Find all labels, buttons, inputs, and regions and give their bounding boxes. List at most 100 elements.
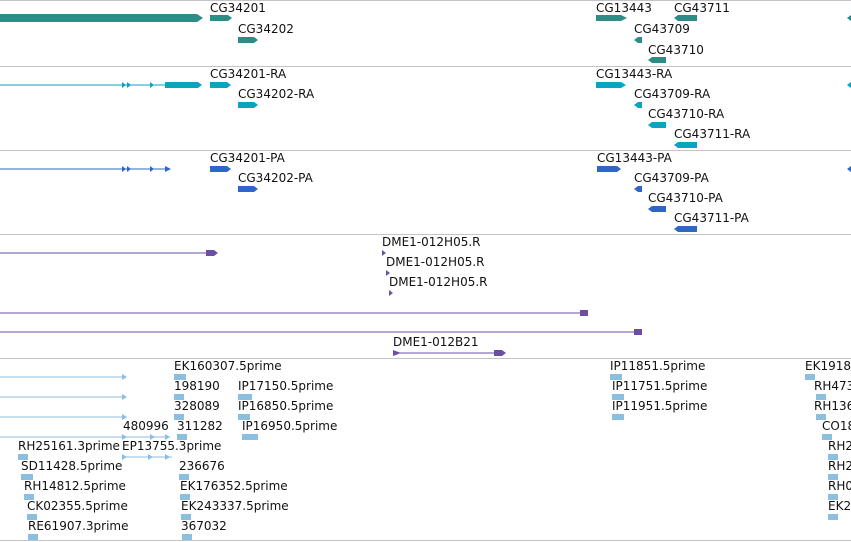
gene-label[interactable]: CG43711 — [674, 1, 730, 15]
est-label[interactable]: IP16950.5prime — [242, 419, 338, 433]
gene-glyph-cg34201-main[interactable] — [0, 14, 203, 22]
gene-label[interactable]: CG43709 — [634, 22, 690, 36]
cdna-label[interactable]: DME1-012H05.R — [386, 255, 485, 269]
transcript-label[interactable]: CG13443-RA — [596, 67, 673, 81]
est-glyph[interactable] — [24, 494, 34, 500]
cdna-label[interactable]: DME1-012H05.R — [382, 235, 481, 249]
est-label[interactable]: IP17150.5prime — [238, 379, 334, 393]
transcript-label[interactable]: CG43710-RA — [648, 107, 725, 121]
est-label[interactable]: EK160307.5prime — [174, 359, 282, 373]
est-label[interactable]: RH2 — [828, 459, 851, 473]
est-label[interactable]: EK243337.5prime — [181, 499, 289, 513]
est-label[interactable]: 328089 — [174, 399, 220, 413]
cdna-glyph[interactable] — [206, 250, 218, 256]
est-glyph[interactable] — [612, 394, 624, 400]
est-glyph[interactable] — [238, 394, 252, 400]
transcript-glyph-cg34202-ra[interactable] — [238, 102, 258, 108]
gene-glyph-cg43711[interactable] — [674, 15, 697, 21]
protein-glyph-cg43711-pa[interactable] — [674, 226, 697, 232]
est-glyph[interactable] — [610, 374, 622, 380]
est-glyph[interactable] — [180, 494, 190, 500]
est-label[interactable]: RH14812.5prime — [24, 479, 126, 493]
transcript-glyph-cg43711-ra[interactable] — [674, 142, 697, 148]
est-glyph[interactable] — [27, 514, 37, 520]
protein-label[interactable]: CG34201-PA — [210, 151, 285, 165]
protein-label[interactable]: CG34202-PA — [238, 171, 313, 185]
est-glyph[interactable] — [174, 394, 184, 400]
gene-label[interactable]: CG34201 — [210, 1, 266, 15]
transcript-label[interactable]: CG34201-RA — [210, 67, 287, 81]
gene-label[interactable]: CG13443 — [596, 1, 652, 15]
protein-exon[interactable] — [165, 166, 171, 172]
est-glyph[interactable] — [21, 474, 33, 480]
est-glyph[interactable] — [122, 414, 127, 420]
est-glyph[interactable] — [28, 534, 38, 540]
est-glyph[interactable] — [179, 474, 189, 480]
protein-glyph-edge[interactable] — [847, 166, 851, 172]
transcript-glyph-cg43710-ra[interactable] — [648, 122, 666, 128]
cdna-glyph[interactable] — [389, 290, 393, 296]
transcript-glyph-edge[interactable] — [847, 82, 851, 88]
est-glyph[interactable] — [174, 374, 186, 380]
gene-glyph-cg43709[interactable] — [634, 37, 642, 43]
est-label[interactable]: IP11751.5prime — [612, 379, 708, 393]
est-glyph[interactable] — [828, 474, 838, 480]
transcript-exon[interactable] — [122, 82, 131, 88]
protein-exon[interactable] — [122, 166, 131, 172]
est-label[interactable]: SD11428.5prime — [21, 459, 123, 473]
protein-label[interactable]: CG43710-PA — [648, 191, 723, 205]
est-label[interactable]: IP16850.5prime — [238, 399, 334, 413]
transcript-label[interactable]: CG34202-RA — [238, 87, 315, 101]
est-label[interactable]: RH136 — [814, 399, 851, 413]
protein-glyph-cg13443-pa[interactable] — [597, 166, 621, 172]
transcript-glyph-cg34201-ra[interactable] — [210, 82, 231, 88]
transcript-glyph-cg34201-main[interactable] — [165, 82, 202, 88]
est-label[interactable]: 480996 — [123, 419, 169, 433]
est-label[interactable]: RH473 — [814, 379, 851, 393]
transcript-glyph-cg13443-ra[interactable] — [596, 82, 626, 88]
cdna-glyph[interactable] — [634, 329, 642, 335]
gene-glyph-cg34202[interactable] — [238, 37, 258, 43]
transcript-label[interactable]: CG43709-RA — [634, 87, 711, 101]
est-glyph[interactable] — [122, 434, 170, 440]
est-label[interactable]: RE61907.3prime — [28, 519, 129, 533]
est-label[interactable]: EK2 — [828, 499, 851, 513]
est-label[interactable]: EP13755.3prime — [122, 439, 222, 453]
cdna-glyph-dme1-012b21[interactable] — [393, 350, 506, 356]
est-glyph[interactable] — [828, 454, 838, 460]
transcript-exon[interactable] — [150, 82, 154, 88]
est-label[interactable]: RH2 — [828, 439, 851, 453]
est-glyph[interactable] — [822, 434, 832, 440]
cdna-glyph[interactable] — [382, 250, 386, 256]
est-label[interactable]: CO18 — [822, 419, 851, 433]
gene-glyph-cg43710[interactable] — [648, 57, 666, 63]
cdna-label[interactable]: DME1-012B21 — [393, 335, 479, 349]
est-glyph[interactable] — [612, 414, 624, 420]
est-glyph[interactable] — [828, 514, 838, 520]
cdna-glyph[interactable] — [580, 310, 588, 316]
est-glyph[interactable] — [805, 374, 815, 380]
gene-glyph-cg13443[interactable] — [596, 15, 627, 21]
est-glyph[interactable] — [816, 414, 826, 420]
est-glyph[interactable] — [242, 434, 258, 440]
gene-label[interactable]: CG43710 — [648, 43, 704, 57]
est-glyph[interactable] — [122, 394, 127, 400]
est-glyph[interactable] — [122, 374, 127, 380]
gene-glyph-cg34201[interactable] — [210, 15, 232, 21]
protein-label[interactable]: CG43709-PA — [634, 171, 709, 185]
est-glyph[interactable] — [174, 414, 184, 420]
protein-label[interactable]: CG43711-PA — [674, 211, 749, 225]
est-label[interactable]: CK02355.5prime — [27, 499, 128, 513]
protein-label[interactable]: CG13443-PA — [597, 151, 672, 165]
est-label[interactable]: RH0 — [828, 479, 851, 493]
transcript-label[interactable]: CG43711-RA — [674, 127, 751, 141]
est-label[interactable]: RH25161.3prime — [18, 439, 120, 453]
est-glyph[interactable] — [177, 434, 187, 440]
protein-glyph-cg43710-pa[interactable] — [648, 206, 666, 212]
est-label[interactable]: EK176352.5prime — [180, 479, 288, 493]
est-label[interactable]: 367032 — [181, 519, 227, 533]
protein-glyph-cg34201-pa[interactable] — [210, 166, 231, 172]
est-label[interactable]: 236676 — [179, 459, 225, 473]
est-label[interactable]: IP11851.5prime — [610, 359, 706, 373]
est-glyph[interactable] — [238, 414, 250, 420]
